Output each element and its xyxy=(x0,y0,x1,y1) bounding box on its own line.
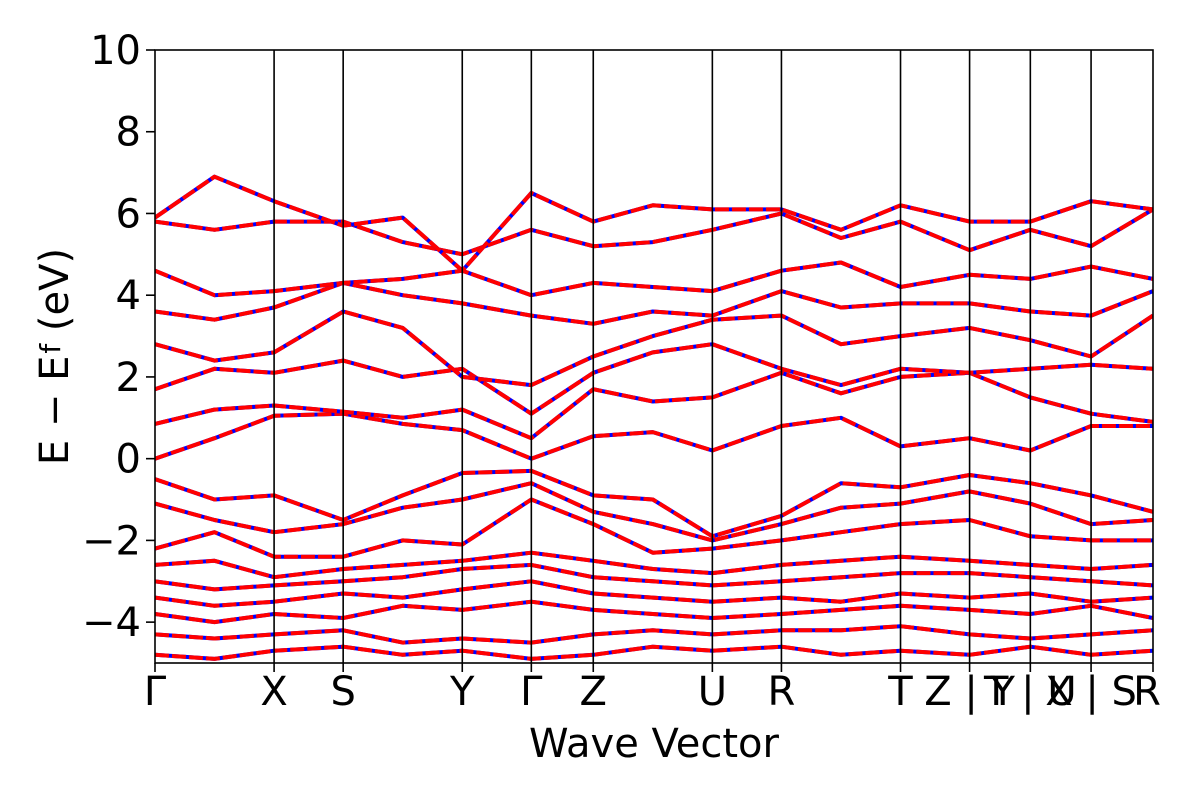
x-tick-label: Γ xyxy=(520,669,543,715)
x-tick-label: R xyxy=(768,669,796,715)
band-line-red-6 xyxy=(155,207,1153,257)
band-line-red-3 xyxy=(155,309,1153,388)
y-tick-label: 0 xyxy=(116,437,141,483)
y-axis-title-sub: f xyxy=(34,343,67,354)
y-axis-title: E − E f (eV) xyxy=(32,248,78,465)
y-tick-label: 2 xyxy=(116,355,141,401)
band-line-blue-3 xyxy=(155,309,1153,388)
band-line-red-7 xyxy=(155,174,1153,273)
band-line-blue-1 xyxy=(155,370,1153,441)
x-tick-label: T xyxy=(887,669,913,715)
band-line-red-9 xyxy=(155,481,1153,543)
x-tick-label: R xyxy=(1133,669,1161,715)
y-tick-label: −2 xyxy=(82,518,141,564)
y-tick-label: 10 xyxy=(90,28,141,74)
plot-frame xyxy=(154,49,1154,664)
band-line-red-12 xyxy=(155,562,1153,592)
band-line-blue-0 xyxy=(155,411,1153,461)
band-line-red-1 xyxy=(155,370,1153,441)
band-line-red-11 xyxy=(155,550,1153,580)
band-line-red-15 xyxy=(155,624,1153,645)
high-symmetry-lines xyxy=(273,50,1092,663)
band-line-blue-7 xyxy=(155,174,1153,273)
x-tick-label: Γ xyxy=(144,669,167,715)
band-line-red-4 xyxy=(155,280,1153,326)
y-axis-title-unit: (eV) xyxy=(32,248,78,344)
band-line-red-13 xyxy=(155,579,1153,608)
band-line-red-16 xyxy=(155,644,1153,661)
x-tick-label: S xyxy=(330,669,355,715)
x-tick-label: Z xyxy=(580,669,607,715)
band-line-blue-6 xyxy=(155,207,1153,257)
y-tick-label: 4 xyxy=(116,273,141,319)
y-tick-label: 6 xyxy=(116,191,141,237)
x-tick-label: X xyxy=(260,669,287,715)
band-lines xyxy=(155,174,1153,661)
x-tick-label: U xyxy=(698,669,727,715)
y-axis-ticks: −4 −2 0 2 4 6 8 10 xyxy=(82,28,155,646)
x-axis-title: Wave Vector xyxy=(529,721,780,767)
x-tick-label: T | U xyxy=(983,669,1077,715)
x-tick-label: Y xyxy=(449,669,475,715)
x-tick-label: Z | Y xyxy=(924,669,1015,715)
band-line-blue-9 xyxy=(155,481,1153,543)
band-line-red-10 xyxy=(155,497,1153,559)
x-tick-label: X | S xyxy=(1045,669,1137,715)
band-line-red-8 xyxy=(155,468,1153,539)
y-tick-label: −4 xyxy=(82,600,141,646)
band-line-red-2 xyxy=(155,342,1153,416)
y-tick-label: 8 xyxy=(116,110,141,156)
band-line-red-14 xyxy=(155,599,1153,625)
y-axis-title-main: E − E xyxy=(32,356,78,466)
band-line-red-5 xyxy=(155,260,1153,298)
band-line-red-0 xyxy=(155,411,1153,461)
